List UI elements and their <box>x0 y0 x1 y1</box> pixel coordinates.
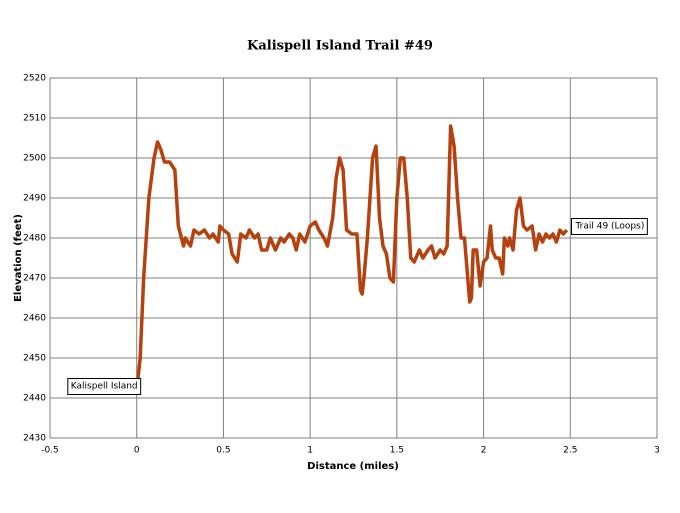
x-tick-label: 0.5 <box>216 446 230 456</box>
annotation-box <box>570 218 648 235</box>
x-tick-label: 2.5 <box>563 446 577 456</box>
x-tick-label: -0.5 <box>41 446 59 456</box>
y-tick-label: 2520 <box>23 74 46 84</box>
x-tick-label: 1 <box>307 446 313 456</box>
x-tick-label: 2 <box>481 446 487 456</box>
annotation: Trail 49 (Loops) <box>574 222 644 232</box>
annotation: Kalispell Island <box>71 382 138 392</box>
y-tick-label: 2510 <box>23 114 46 124</box>
x-tick-label: 3 <box>654 446 660 456</box>
y-tick-label: 2430 <box>23 434 46 444</box>
y-tick-label: 2460 <box>23 314 46 324</box>
y-tick-label: 2490 <box>23 194 46 204</box>
x-axis-label: Distance (miles) <box>307 461 399 472</box>
y-axis-label: Elevation (feet) <box>13 214 24 302</box>
y-tick-label: 2450 <box>23 354 46 364</box>
plot-area <box>49 77 658 439</box>
chart-title: Kalispell Island Trail #49 <box>247 39 433 54</box>
y-tick-label: 2500 <box>23 154 46 164</box>
y-tick-label: 2480 <box>23 234 46 244</box>
line <box>134 124 569 391</box>
x-tick-label: 1.5 <box>390 446 404 456</box>
y-tick-label: 2470 <box>23 274 46 284</box>
annotation-box <box>67 378 142 395</box>
y-tick-label: 2440 <box>23 394 46 404</box>
x-tick-label: 0 <box>134 446 140 456</box>
